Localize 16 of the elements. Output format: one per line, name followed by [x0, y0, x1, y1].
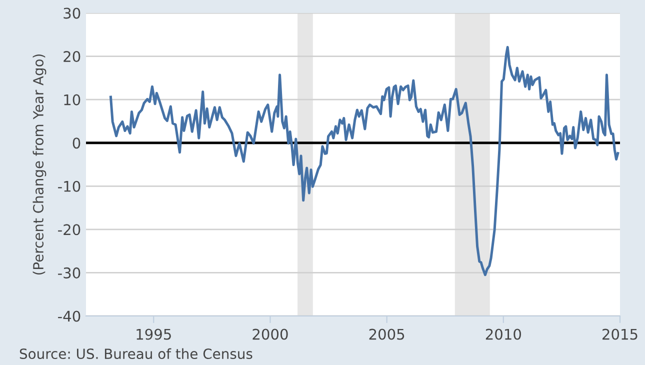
y-tick-label: 20: [64, 51, 80, 62]
y-tick-label: -30: [58, 267, 80, 278]
x-tick-label: 2015: [602, 328, 638, 340]
x-tick-label: 2000: [252, 328, 288, 340]
y-tick-label: -40: [58, 310, 80, 322]
y-tick-label: 0: [72, 138, 80, 149]
y-tick-label: 10: [64, 94, 80, 106]
x-tick-label: 2010: [486, 328, 521, 340]
y-tick-label: 30: [64, 8, 80, 19]
y-tick-label: -20: [58, 224, 80, 236]
y-tick-label: -10: [58, 180, 80, 192]
x-tick-label: 2005: [369, 328, 404, 340]
y-axis-title: (Percent Change from Year Ago): [32, 54, 46, 275]
x-tick-label: 1995: [136, 328, 171, 340]
source-note: Source: US. Bureau of the Census: [20, 348, 252, 360]
line-series: [109, 46, 620, 276]
